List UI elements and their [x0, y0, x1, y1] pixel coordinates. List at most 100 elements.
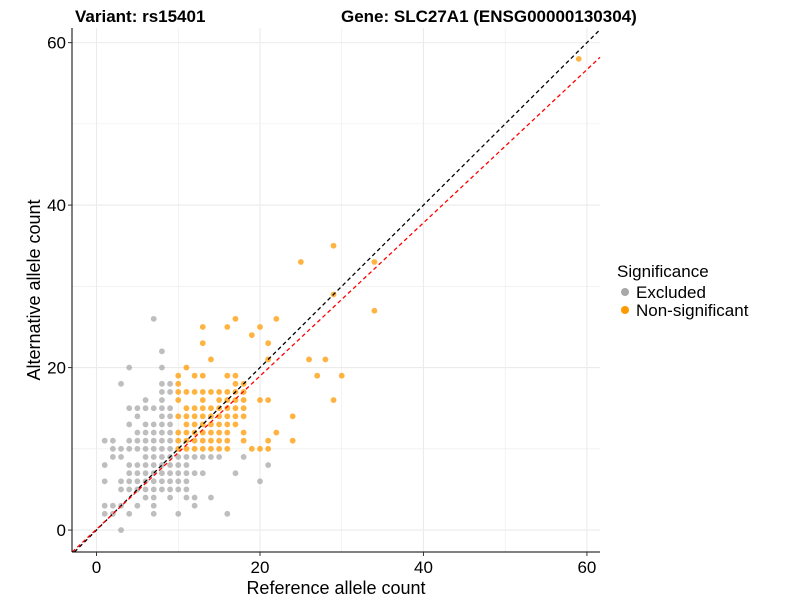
legend-title: Significance: [617, 262, 709, 281]
point-non-significant: [306, 356, 312, 363]
point-non-significant: [240, 405, 247, 412]
point-excluded: [167, 470, 173, 477]
point-excluded: [167, 478, 173, 485]
point-excluded: [142, 437, 149, 444]
point-excluded: [159, 397, 165, 403]
y-tick-label: 20: [47, 359, 66, 378]
point-excluded: [175, 462, 182, 468]
point-excluded: [109, 502, 116, 509]
point-non-significant: [224, 324, 231, 330]
point-excluded: [109, 445, 116, 452]
point-excluded: [240, 454, 247, 460]
point-excluded: [150, 478, 157, 485]
point-non-significant: [257, 324, 263, 330]
point-excluded: [126, 478, 133, 485]
point-non-significant: [248, 332, 255, 338]
point-excluded: [109, 437, 116, 444]
point-non-significant: [175, 437, 182, 444]
point-non-significant: [575, 55, 582, 62]
point-non-significant: [175, 380, 182, 387]
point-non-significant: [208, 405, 214, 412]
reference-lines: [71, 29, 601, 553]
point-non-significant: [208, 389, 214, 395]
point-non-significant: [199, 389, 206, 395]
point-excluded: [159, 445, 165, 452]
point-non-significant: [183, 364, 190, 371]
point-excluded: [134, 462, 141, 468]
point-non-significant: [216, 437, 223, 444]
point-non-significant: [330, 242, 337, 249]
fit-line: [71, 56, 601, 553]
point-excluded: [175, 486, 182, 493]
point-excluded: [159, 454, 165, 460]
point-non-significant: [224, 389, 231, 395]
point-non-significant: [232, 413, 239, 420]
point-excluded: [118, 380, 124, 387]
point-non-significant: [265, 437, 272, 444]
point-non-significant: [232, 372, 239, 379]
legend-marker-non-significant: [621, 306, 629, 314]
point-non-significant: [183, 413, 190, 420]
point-non-significant: [199, 340, 206, 347]
point-excluded: [159, 348, 165, 355]
point-excluded: [175, 510, 182, 517]
point-excluded: [167, 429, 173, 436]
point-non-significant: [232, 397, 239, 403]
point-excluded: [118, 486, 124, 493]
point-excluded: [126, 486, 133, 493]
point-non-significant: [232, 421, 239, 428]
point-excluded: [150, 437, 157, 444]
point-excluded: [191, 502, 198, 509]
point-excluded: [159, 470, 165, 477]
point-excluded: [118, 445, 124, 452]
point-excluded: [126, 364, 133, 371]
point-non-significant: [297, 259, 304, 265]
point-excluded: [167, 389, 173, 395]
point-excluded: [126, 421, 133, 428]
point-excluded: [109, 454, 116, 460]
point-excluded: [126, 470, 133, 477]
point-non-significant: [232, 380, 239, 387]
point-non-significant: [371, 259, 378, 265]
point-excluded: [101, 478, 108, 485]
point-excluded: [142, 494, 149, 501]
point-non-significant: [371, 307, 378, 314]
point-excluded: [216, 454, 223, 460]
point-excluded: [142, 397, 149, 403]
point-non-significant: [191, 405, 198, 412]
point-excluded: [167, 486, 173, 493]
point-excluded: [183, 470, 190, 477]
point-non-significant: [183, 405, 190, 412]
legend-label-excluded: Excluded: [636, 283, 706, 302]
point-excluded: [150, 486, 157, 493]
point-excluded: [159, 380, 165, 387]
y-tick-label: 60: [47, 34, 66, 53]
point-excluded: [118, 527, 124, 533]
point-non-significant: [175, 413, 182, 420]
point-excluded: [118, 478, 124, 485]
point-excluded: [126, 445, 133, 452]
legend-marker-excluded: [621, 288, 629, 296]
chart-title-gene: Gene: SLC27A1 (ENSG00000130304): [341, 7, 637, 26]
point-non-significant: [199, 445, 206, 452]
point-non-significant: [224, 413, 231, 420]
point-excluded: [150, 462, 157, 468]
point-excluded: [142, 405, 149, 412]
point-excluded: [150, 421, 157, 428]
point-excluded: [191, 494, 198, 501]
point-non-significant: [248, 445, 255, 452]
point-non-significant: [216, 389, 223, 395]
x-tick-label: 60: [577, 558, 596, 577]
point-excluded: [134, 429, 141, 436]
x-tick-label: 40: [414, 558, 433, 577]
point-non-significant: [199, 413, 206, 420]
point-non-significant: [191, 372, 198, 379]
point-excluded: [159, 405, 165, 412]
point-non-significant: [183, 421, 190, 428]
point-non-significant: [314, 372, 321, 379]
chart-title-variant: Variant: rs15401: [75, 7, 205, 26]
point-excluded: [142, 445, 149, 452]
point-non-significant: [330, 397, 337, 403]
point-excluded: [159, 486, 165, 493]
point-excluded: [142, 421, 149, 428]
